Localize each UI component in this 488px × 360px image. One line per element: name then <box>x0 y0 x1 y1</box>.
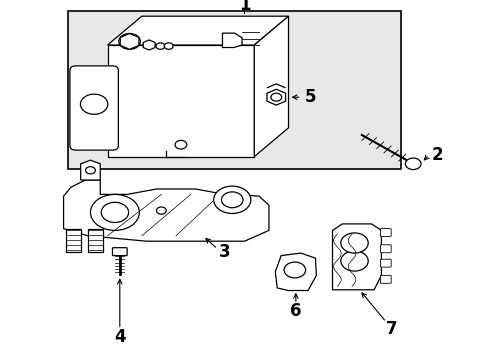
Circle shape <box>340 233 367 253</box>
Polygon shape <box>63 180 268 241</box>
Text: 3: 3 <box>219 243 230 261</box>
Polygon shape <box>275 253 316 291</box>
FancyBboxPatch shape <box>70 66 118 150</box>
Circle shape <box>119 33 140 49</box>
FancyBboxPatch shape <box>380 275 390 283</box>
Polygon shape <box>107 89 112 140</box>
Text: 2: 2 <box>431 146 443 164</box>
Circle shape <box>123 37 136 46</box>
Text: 5: 5 <box>304 88 316 106</box>
Circle shape <box>284 262 305 278</box>
Circle shape <box>156 43 164 49</box>
Polygon shape <box>222 33 242 48</box>
Polygon shape <box>266 89 285 105</box>
Text: 6: 6 <box>289 302 301 320</box>
Circle shape <box>101 202 128 222</box>
Circle shape <box>213 186 250 213</box>
Circle shape <box>164 43 173 49</box>
Text: 1: 1 <box>238 0 250 14</box>
FancyBboxPatch shape <box>380 259 390 267</box>
Polygon shape <box>81 160 100 180</box>
Polygon shape <box>332 224 381 290</box>
Bar <box>65 229 81 252</box>
Circle shape <box>175 140 186 149</box>
Bar <box>68 11 400 169</box>
Text: 7: 7 <box>385 320 396 338</box>
Bar <box>87 229 103 252</box>
Polygon shape <box>120 33 139 49</box>
Text: 4: 4 <box>114 328 125 346</box>
Circle shape <box>85 167 95 174</box>
Polygon shape <box>254 16 288 157</box>
Circle shape <box>340 251 367 271</box>
Circle shape <box>156 207 166 214</box>
Circle shape <box>270 93 281 101</box>
Circle shape <box>80 94 107 114</box>
Circle shape <box>221 192 243 208</box>
Polygon shape <box>107 16 288 45</box>
FancyBboxPatch shape <box>380 229 390 237</box>
FancyBboxPatch shape <box>112 248 127 256</box>
Polygon shape <box>143 40 155 50</box>
Bar <box>107 45 254 157</box>
Circle shape <box>90 194 139 230</box>
FancyBboxPatch shape <box>380 245 390 253</box>
Circle shape <box>405 158 420 170</box>
